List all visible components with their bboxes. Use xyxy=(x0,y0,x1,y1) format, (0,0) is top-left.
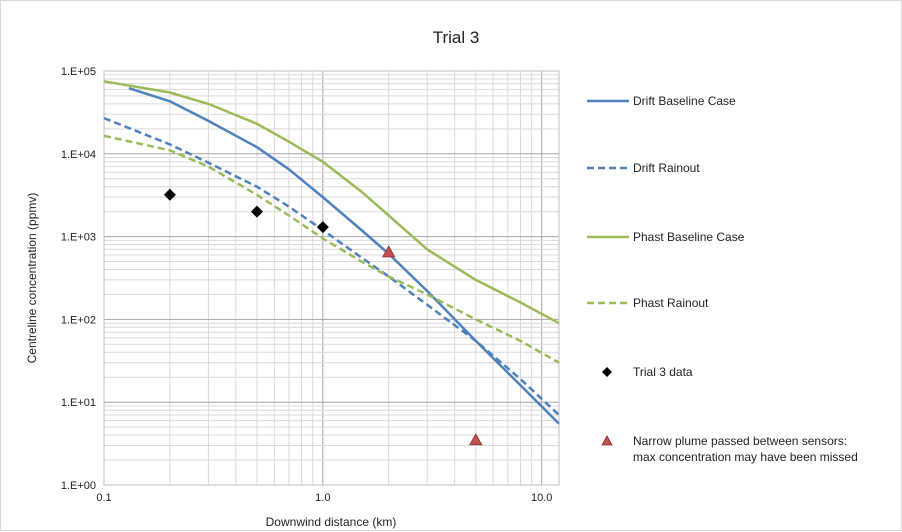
series-group xyxy=(103,80,560,446)
plot-area xyxy=(103,70,560,486)
legend-swatch-diamond xyxy=(602,367,612,377)
legend-label: Phast Baseline Case xyxy=(633,230,745,244)
x-tick-label: 0.1 xyxy=(96,492,111,504)
series-line-3 xyxy=(103,80,560,325)
data-point-triangle xyxy=(382,245,396,258)
legend: Drift Baseline Case Drift Rainout Phast Ba… xyxy=(587,94,858,464)
data-point-diamond xyxy=(163,188,176,201)
x-tick-label: 10.0 xyxy=(531,492,552,504)
legend-label: Trial 3 data xyxy=(633,365,693,379)
y-tick-label: 1.E+03 xyxy=(61,232,96,244)
y-tick-label: 1.E+00 xyxy=(61,480,96,492)
legend-swatch-triangle xyxy=(601,435,613,446)
legend-label: Phast Rainout xyxy=(633,296,709,310)
data-point-diamond xyxy=(250,205,263,218)
y-tick-label: 1.E+02 xyxy=(61,314,96,326)
y-axis-label: Centreline concentration (ppmv) xyxy=(25,193,39,364)
legend-label: Narrow plume passed between sensors: xyxy=(633,434,847,448)
grid xyxy=(104,71,559,485)
y-tick-label: 1.E+04 xyxy=(61,149,96,161)
chart-title: Trial 3 xyxy=(433,28,480,47)
series-line-2 xyxy=(103,116,560,416)
y-tick-label: 1.E+01 xyxy=(61,397,96,409)
data-point-diamond xyxy=(316,221,329,234)
legend-label: Drift Baseline Case xyxy=(633,94,736,108)
tick-labels: 0.1 1.0 10.0 1.E+00 1.E+01 1.E+02 1.E+03 1.E+04… xyxy=(61,66,553,504)
x-axis-label: Downwind distance (km) xyxy=(266,515,397,529)
legend-label: max concentration may have been missed xyxy=(633,450,858,464)
y-tick-label: 1.E+05 xyxy=(61,66,96,78)
series-line-1 xyxy=(128,87,560,425)
data-point-triangle xyxy=(469,433,483,446)
series-line-4 xyxy=(103,134,560,364)
legend-label: Drift Rainout xyxy=(633,161,700,175)
x-tick-label: 1.0 xyxy=(315,492,330,504)
